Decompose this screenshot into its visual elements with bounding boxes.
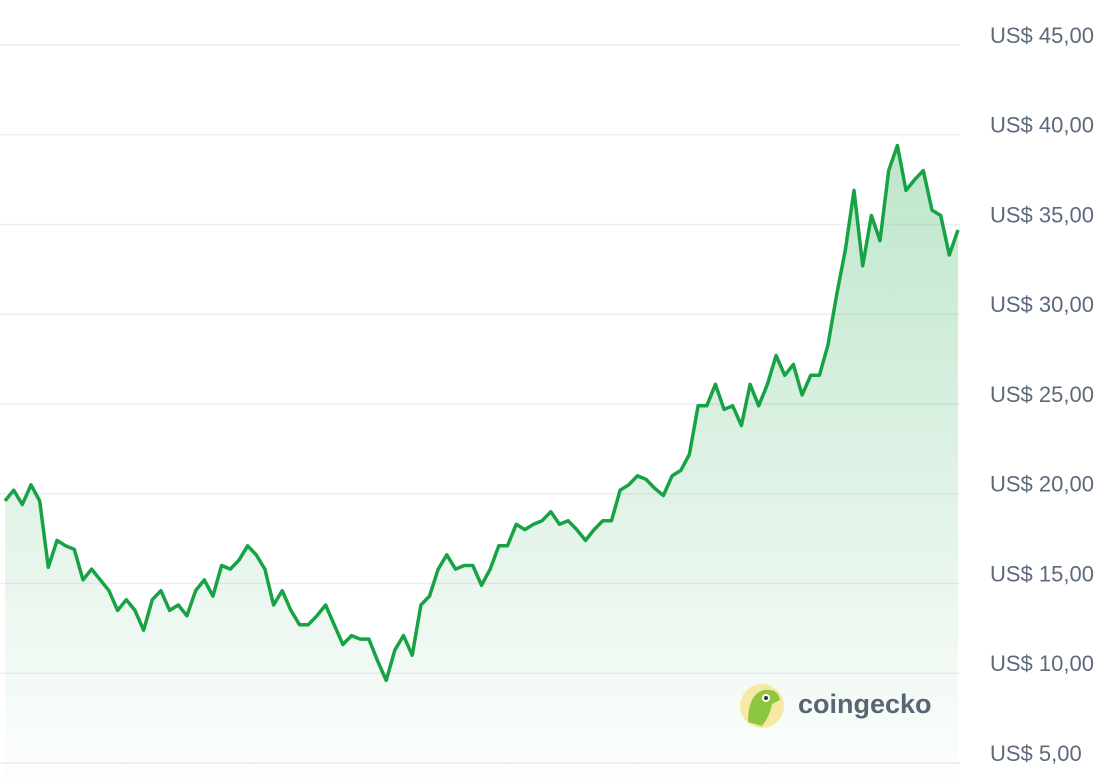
y-tick-label: US$ 25,00 [990,382,1094,407]
logo: coingecko [740,684,932,728]
y-tick-label: US$ 45,00 [990,23,1094,48]
area [5,145,958,780]
price-line [3,143,960,683]
y-tick-label: US$ 5,00 [990,741,1082,766]
logo-gecko [748,689,780,726]
y-tick-label: US$ 35,00 [990,202,1094,227]
y-tick-label: US$ 20,00 [990,472,1094,497]
y-tick-label: US$ 15,00 [990,561,1094,586]
y-tick-label: US$ 40,00 [990,113,1094,138]
logo-text: coingecko [798,689,932,719]
logo-pupil [764,696,768,700]
y-tick-label: US$ 10,00 [990,651,1094,676]
y-tick-label: US$ 30,00 [990,292,1094,317]
